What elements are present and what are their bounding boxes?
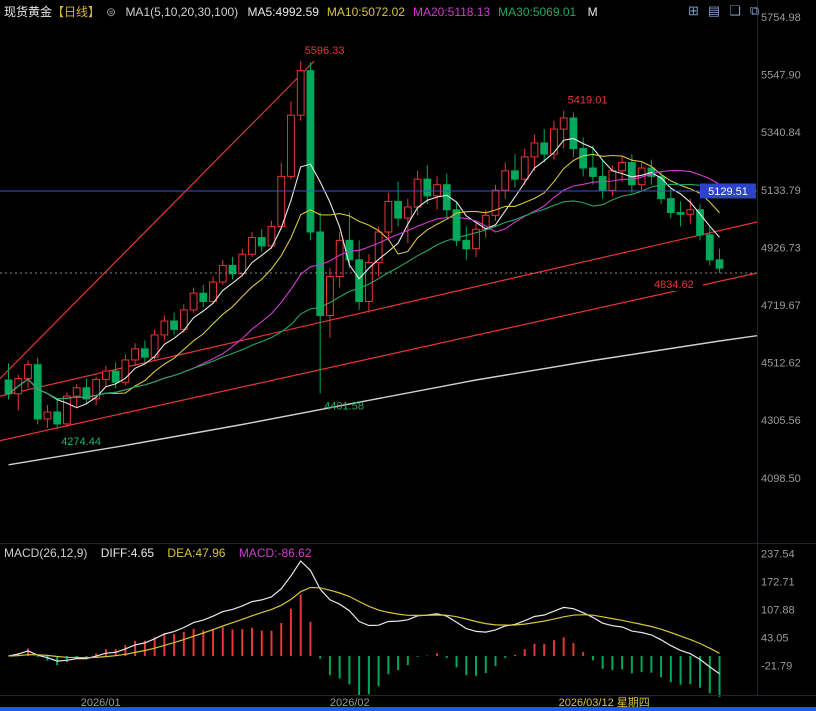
macd-diff-value: DIFF:4.65	[100, 546, 155, 560]
ma100-line	[8, 334, 757, 466]
ma-values: MA5:4992.59 MA10:5072.02 MA20:5118.13 MA30:…	[248, 5, 585, 19]
ma-group-label: MA1(5,10,20,30,100)	[125, 5, 239, 19]
chart-toolbar: ⊞ ▤ ❏ ⧉	[688, 4, 759, 18]
ma-value-ma10: MA10:5072.02	[326, 5, 405, 19]
macd-params-label: MACD(26,12,9)	[4, 546, 88, 560]
macd-dea-value: DEA:47.96	[167, 546, 226, 560]
price-annotation: 4401.58	[324, 400, 364, 412]
price-axis-label: 4719.67	[761, 300, 801, 312]
x-axis-label: 2026/01	[81, 697, 121, 709]
candles	[4, 61, 724, 429]
macd-axis-label: -21.79	[761, 660, 792, 672]
price-annotation: 5419.01	[568, 94, 608, 106]
ma5-line	[8, 137, 720, 409]
ma10-line	[8, 153, 720, 400]
trendline-2[interactable]	[0, 272, 757, 442]
price-axis-label: 4926.73	[761, 242, 801, 254]
macd-axis-label: 237.54	[761, 548, 795, 560]
multi-window-icon[interactable]: ❏	[729, 3, 741, 18]
period-label[interactable]: 【日线】	[52, 5, 101, 19]
macd-histogram	[17, 594, 721, 697]
price-badge	[700, 183, 756, 199]
price-axis-label: 4098.50	[761, 473, 801, 485]
price-annotation: 4274.44	[61, 436, 101, 448]
price-axis-label: 5133.79	[761, 185, 801, 197]
trendline-price-label: 4834.62	[654, 279, 694, 291]
instrument-settings-icon[interactable]: ⊜	[106, 5, 117, 19]
macd-axis-label: 107.88	[761, 604, 795, 616]
macd-dea-line	[8, 586, 720, 659]
price-annotation: 5596.33	[305, 45, 345, 57]
trendline-3[interactable]	[0, 60, 315, 380]
chart-header: 现货黄金【日线】 ⊜ MA1(5,10,20,30,100) MA5:4992.5…	[4, 3, 604, 20]
kline-panel-icon[interactable]: ▤	[707, 3, 721, 18]
price-axis-label: 4512.62	[761, 358, 801, 370]
price-axis-label: 5547.90	[761, 70, 801, 82]
ma-value-ma30: MA30:5069.01	[498, 5, 577, 19]
instrument-title[interactable]: 现货黄金	[4, 5, 53, 19]
grid-layout-icon[interactable]: ⊞	[688, 3, 699, 18]
ma-value-ma5: MA5:4992.59	[247, 5, 319, 19]
x-axis-label: 2026/02	[330, 697, 370, 709]
price-badge-value: 5129.51	[708, 186, 748, 198]
ma100-truncated-label: M	[587, 5, 598, 19]
macd-axis-label: 172.71	[761, 576, 795, 588]
ma-value-ma20: MA20:5118.13	[412, 5, 491, 19]
x-axis-label: 2026/03/12 星期四	[559, 696, 650, 709]
macd-header: MACD(26,12,9) DIFF:4.65 DEA:47.96 MACD:-…	[4, 546, 322, 560]
bottom-scrollbar[interactable]	[0, 707, 816, 711]
price-plot: 5596.33 5419.01 4401.58 4274.44	[0, 45, 757, 466]
macd-axis-label: 43.05	[761, 632, 789, 644]
macd-diff-line	[8, 560, 720, 675]
ma30-line	[8, 183, 720, 400]
price-axis-label: 5754.98	[761, 12, 801, 24]
macd-histogram-value: MACD:-86.62	[238, 546, 312, 560]
price-axis-label: 4305.56	[761, 415, 801, 427]
price-axis-label: 5340.84	[761, 127, 801, 139]
pop-out-icon[interactable]: ⧉	[749, 3, 760, 18]
